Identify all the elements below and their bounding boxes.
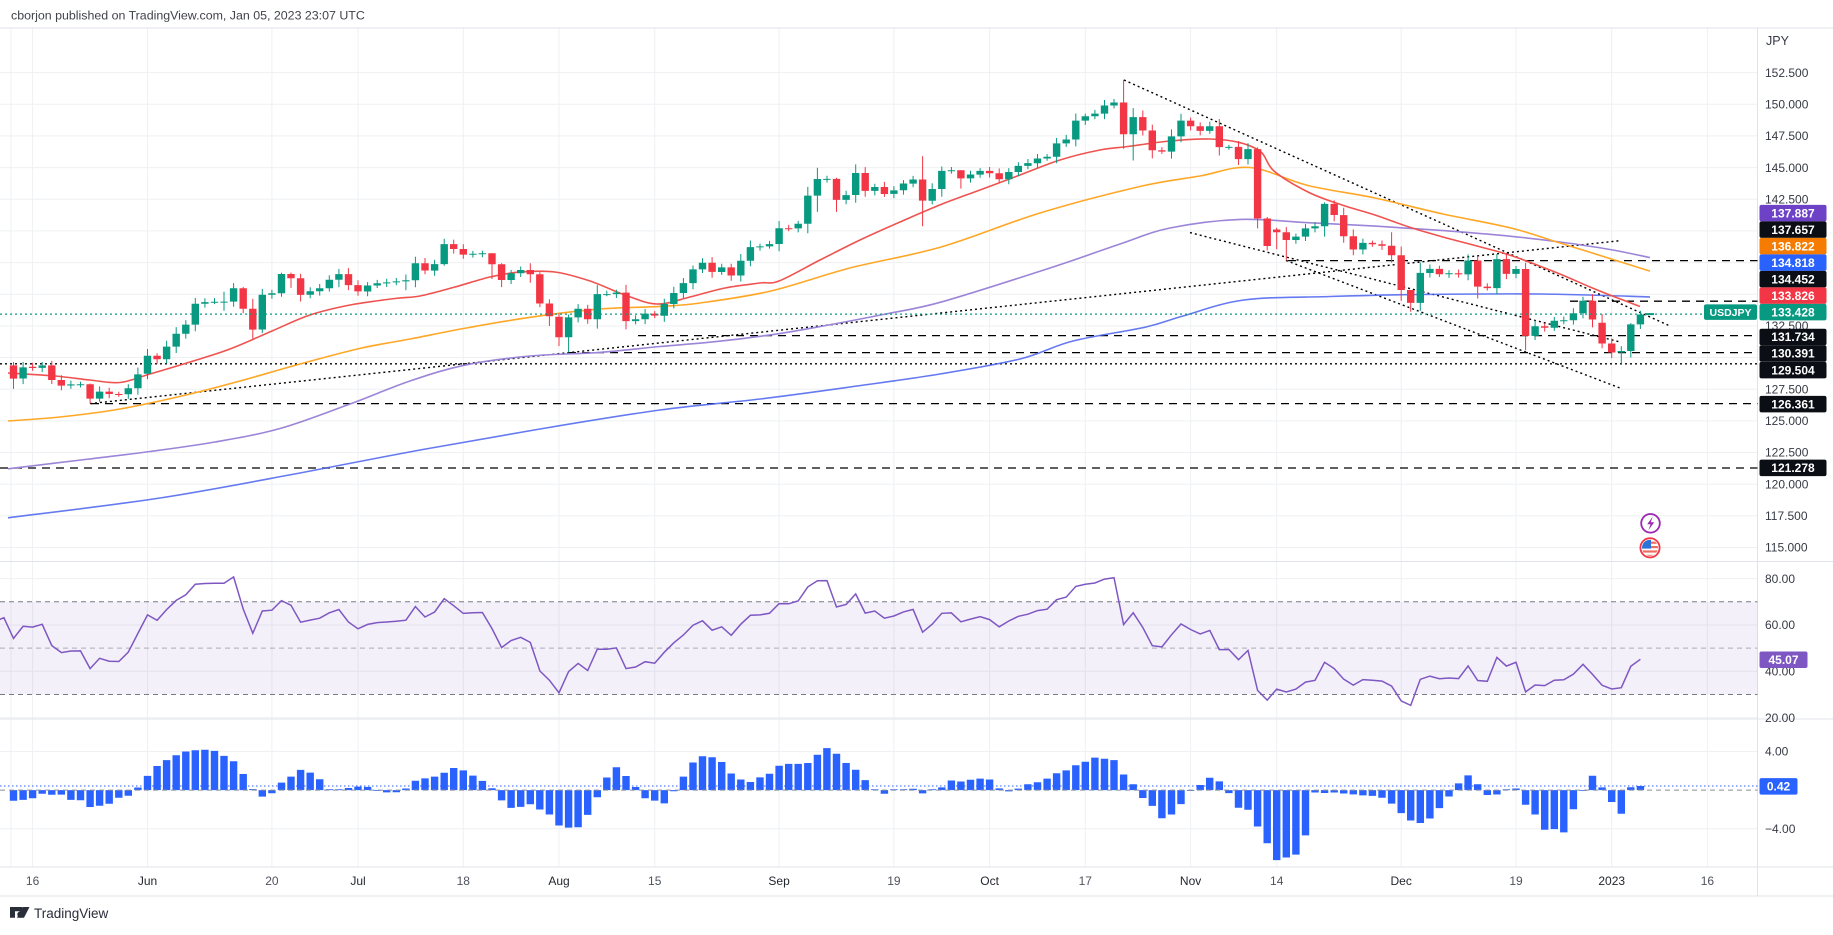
svg-text:120.000: 120.000 xyxy=(1765,477,1809,491)
svg-text:122.500: 122.500 xyxy=(1765,446,1809,460)
svg-text:127.500: 127.500 xyxy=(1765,382,1809,396)
svg-text:137.887: 137.887 xyxy=(1771,206,1815,220)
svg-text:152.500: 152.500 xyxy=(1765,66,1809,80)
svg-text:145.000: 145.000 xyxy=(1765,161,1809,175)
svg-text:0.42: 0.42 xyxy=(1767,780,1791,794)
svg-text:Jun: Jun xyxy=(138,874,157,888)
svg-text:cborjon published on TradingVi: cborjon published on TradingView.com, Ja… xyxy=(11,9,365,23)
svg-text:129.504: 129.504 xyxy=(1771,363,1815,377)
svg-text:125.000: 125.000 xyxy=(1765,414,1809,428)
svg-text:Dec: Dec xyxy=(1391,874,1412,888)
svg-text:115.000: 115.000 xyxy=(1765,541,1808,555)
svg-text:142.500: 142.500 xyxy=(1765,192,1809,206)
svg-text:147.500: 147.500 xyxy=(1765,129,1809,143)
svg-text:16: 16 xyxy=(1701,874,1715,888)
svg-text:60.00: 60.00 xyxy=(1765,618,1795,632)
svg-text:2023: 2023 xyxy=(1598,874,1625,888)
svg-text:Aug: Aug xyxy=(548,874,569,888)
svg-text:121.278: 121.278 xyxy=(1771,461,1815,475)
svg-text:134.818: 134.818 xyxy=(1771,256,1815,270)
svg-text:15: 15 xyxy=(648,874,662,888)
svg-text:80.00: 80.00 xyxy=(1765,572,1795,586)
svg-text:150.000: 150.000 xyxy=(1765,98,1809,112)
svg-text:19: 19 xyxy=(887,874,901,888)
svg-text:TradingView: TradingView xyxy=(34,906,109,921)
svg-text:126.361: 126.361 xyxy=(1771,397,1815,411)
svg-text:20.00: 20.00 xyxy=(1765,711,1795,725)
svg-text:17: 17 xyxy=(1079,874,1093,888)
svg-text:14: 14 xyxy=(1270,874,1284,888)
svg-text:Jul: Jul xyxy=(350,874,365,888)
svg-text:Sep: Sep xyxy=(768,874,790,888)
svg-text:137.657: 137.657 xyxy=(1771,223,1815,237)
svg-text:133.826: 133.826 xyxy=(1771,289,1815,303)
svg-text:45.07: 45.07 xyxy=(1768,653,1798,667)
svg-text:Oct: Oct xyxy=(980,874,999,888)
svg-text:4.00: 4.00 xyxy=(1765,745,1789,759)
svg-text:18: 18 xyxy=(457,874,471,888)
svg-text:USDJPY: USDJPY xyxy=(1709,307,1751,319)
svg-text:134.452: 134.452 xyxy=(1771,272,1815,286)
svg-text:19: 19 xyxy=(1509,874,1523,888)
svg-text:131.734: 131.734 xyxy=(1771,330,1815,344)
svg-text:130.391: 130.391 xyxy=(1771,347,1815,361)
svg-text:JPY: JPY xyxy=(1766,34,1790,48)
svg-text:133.428: 133.428 xyxy=(1771,305,1815,319)
svg-text:Nov: Nov xyxy=(1180,874,1201,888)
svg-text:16: 16 xyxy=(26,874,40,888)
svg-text:117.500: 117.500 xyxy=(1765,509,1808,523)
svg-text:136.822: 136.822 xyxy=(1771,239,1815,253)
svg-text:−4.00: −4.00 xyxy=(1765,822,1796,836)
svg-text:20: 20 xyxy=(265,874,279,888)
